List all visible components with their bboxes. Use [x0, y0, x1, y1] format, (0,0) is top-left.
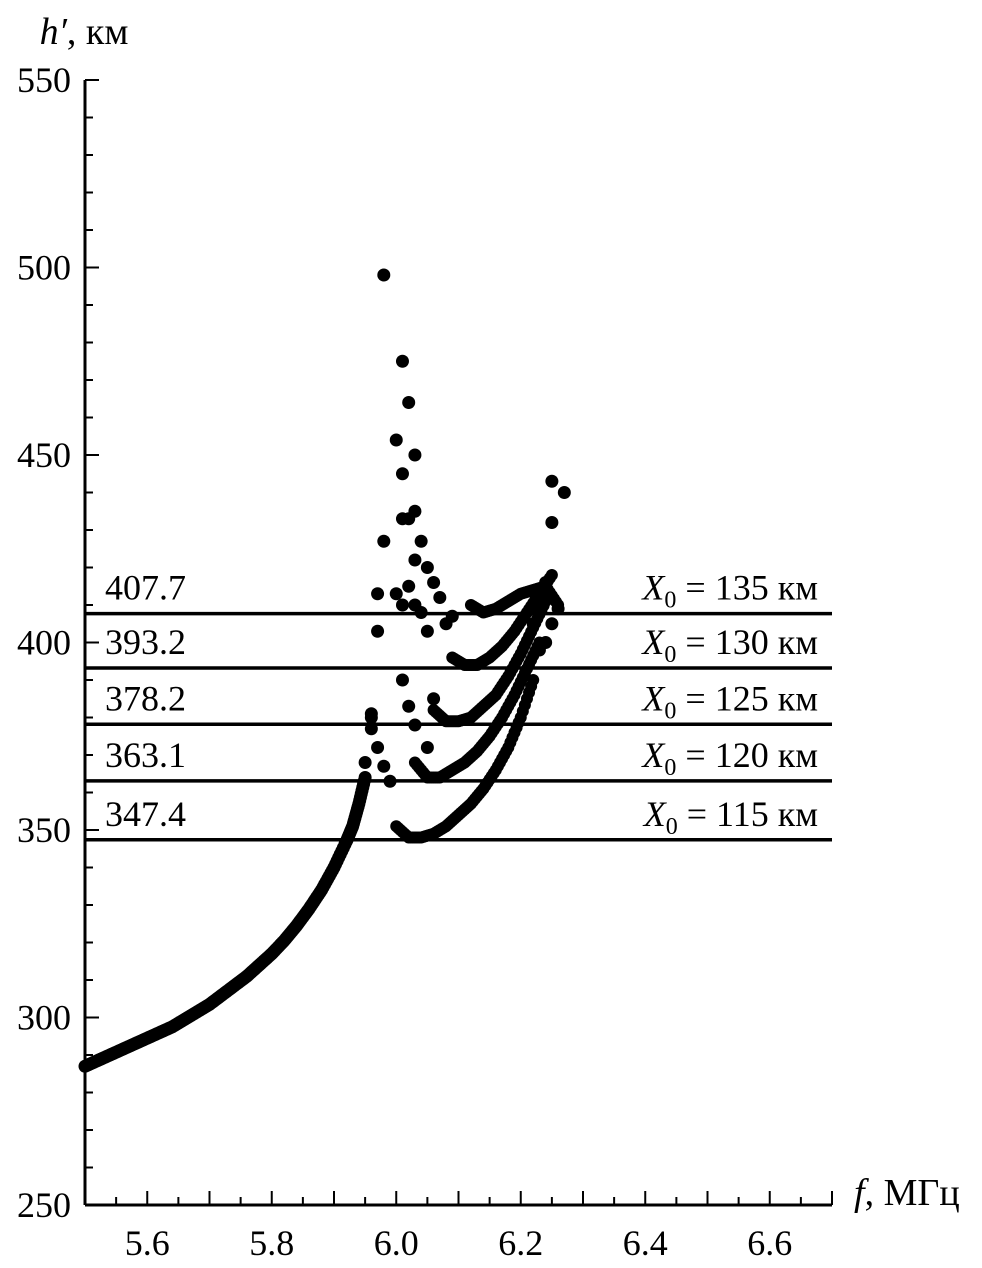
scatter-point [532, 643, 546, 657]
y-tick-label: 550 [17, 60, 71, 100]
scatter-point [414, 606, 428, 619]
y-axis-title-unit: , км [67, 11, 129, 53]
scatter-point [377, 759, 391, 773]
scatter-point [389, 587, 403, 601]
x0-value: = 120 км [676, 735, 818, 775]
scatter-point [420, 741, 434, 754]
scatter-point [395, 673, 409, 687]
scatter-point [427, 692, 441, 706]
scatter-point [408, 718, 422, 732]
x-tick-label: 6.4 [623, 1223, 668, 1263]
scatter-point [433, 591, 447, 604]
scatter-point [420, 561, 434, 574]
scatter-point [545, 516, 559, 529]
x-tick-label: 5.8 [249, 1223, 294, 1263]
scatter-point [395, 467, 409, 481]
scatter-point [383, 774, 397, 788]
scatter-point [408, 448, 422, 462]
scatter-point [539, 576, 553, 589]
x0-symbol: X [640, 678, 666, 718]
level-value-label: 393.2 [105, 622, 186, 662]
level-value-label: 378.2 [105, 678, 186, 718]
x-tick-label: 6.6 [747, 1223, 792, 1263]
scatter-point [402, 512, 416, 526]
axes: 250 300 350 400 450 500 550 5.6 5.8 6.0 6.2 6.4 6.6 h… [17, 11, 960, 1263]
scatter-point [402, 699, 416, 713]
y-axis-title-symbol: h′ [40, 11, 68, 53]
scatter-point [557, 486, 571, 499]
scatter-point [402, 396, 416, 409]
level-value-label: 347.4 [105, 794, 186, 834]
x-tick-label: 6.2 [498, 1223, 543, 1263]
x-tick-label: 5.6 [125, 1223, 170, 1263]
x0-label: X0 = 125 км [640, 678, 818, 724]
scatter-point [364, 711, 378, 724]
x-axis-title: f, МГц [854, 1172, 960, 1214]
scatter-point [395, 598, 409, 612]
x0-subscript: 0 [664, 698, 676, 724]
x0-symbol: X [640, 735, 666, 775]
scatter-point [377, 534, 391, 548]
scatter-point [371, 624, 385, 638]
x0-subscript: 0 [664, 642, 676, 668]
scatter-point [414, 534, 428, 548]
scatter-point [371, 587, 385, 601]
x0-label: X0 = 135 км [640, 568, 818, 614]
x0-label: X0 = 115 км [642, 794, 818, 840]
scatter-point [526, 617, 540, 631]
x0-label: X0 = 120 км [640, 735, 818, 781]
scatter-point [420, 624, 434, 638]
scatter-point [445, 609, 459, 623]
scatter-point [395, 354, 409, 368]
y-tick-label: 500 [17, 248, 71, 288]
data-points [78, 268, 571, 1073]
x0-subscript: 0 [664, 588, 676, 614]
scatter-point [371, 741, 385, 754]
y-tick-label: 350 [17, 810, 71, 850]
x0-label: X0 = 130 км [640, 622, 818, 668]
scatter-point [358, 756, 372, 769]
scatter-point [408, 553, 422, 567]
x0-symbol: X [640, 622, 666, 662]
scatter-point [402, 579, 416, 593]
level-value-label: 363.1 [105, 735, 186, 775]
x0-value: = 115 км [678, 794, 818, 834]
x-tick-label: 6.0 [374, 1223, 419, 1263]
scatter-point [545, 617, 559, 631]
scatter-point [551, 602, 565, 616]
y-axis-title: h′, км [40, 11, 129, 53]
y-tick-label: 250 [17, 1185, 71, 1225]
level-value-label: 407.7 [105, 568, 186, 608]
scatter-point [545, 474, 559, 488]
x0-value: = 130 км [676, 622, 818, 662]
x0-symbol: X [640, 568, 666, 608]
y-tick-label: 400 [17, 623, 71, 663]
x-axis-title-unit: , МГц [865, 1172, 960, 1214]
scatter-point [364, 722, 378, 736]
scatter-point [389, 433, 403, 447]
scatter-point [427, 576, 441, 589]
trace-point [358, 771, 372, 784]
x0-value: = 135 км [676, 568, 818, 608]
x0-symbol: X [642, 794, 668, 834]
x0-subscript: 0 [666, 814, 678, 840]
y-tick-label: 450 [17, 435, 71, 475]
branch-point [527, 674, 540, 686]
y-tick-label: 300 [17, 998, 71, 1038]
x0-value: = 125 км [676, 678, 818, 718]
scatter-point [377, 268, 391, 282]
x0-subscript: 0 [664, 755, 676, 781]
scatter-point [545, 591, 559, 604]
